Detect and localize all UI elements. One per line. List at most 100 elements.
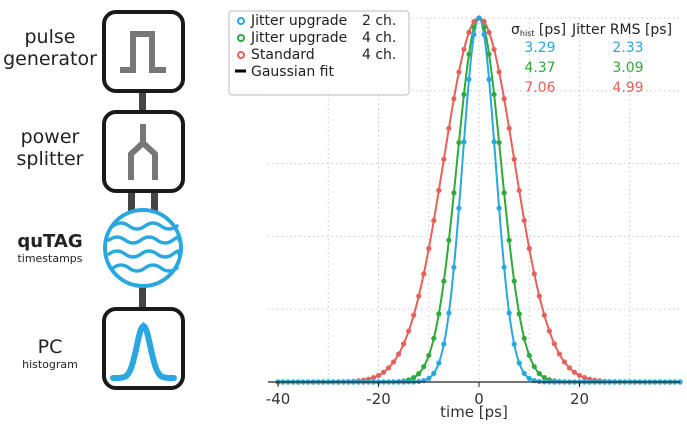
data-point bbox=[451, 264, 457, 270]
data-point bbox=[486, 29, 492, 35]
data-point bbox=[461, 91, 467, 98]
data-point bbox=[411, 375, 417, 381]
data-point bbox=[481, 31, 487, 38]
data-point bbox=[411, 312, 417, 318]
data-point bbox=[426, 375, 432, 382]
data-point bbox=[576, 372, 583, 379]
legend-fit-label: Gaussian fit bbox=[251, 64, 334, 80]
data-point bbox=[486, 76, 492, 83]
data-point bbox=[451, 96, 457, 102]
data-point bbox=[496, 69, 502, 75]
data-point bbox=[370, 375, 377, 381]
data-point bbox=[516, 360, 522, 366]
jitter-chart: -40 -20 0 20 time [ps] Jitter upgrade 2 ch.J… bbox=[228, 10, 683, 421]
data-point bbox=[391, 359, 397, 365]
data-point bbox=[406, 328, 412, 334]
data-point bbox=[501, 190, 507, 196]
x-ticks: -40 -20 0 20 bbox=[266, 382, 589, 408]
data-point bbox=[471, 19, 477, 25]
qutag-label: quTAG timestamps bbox=[17, 231, 83, 265]
data-point bbox=[581, 375, 588, 381]
data-point bbox=[526, 375, 532, 382]
data-point bbox=[546, 328, 552, 334]
waves-icon bbox=[107, 221, 182, 273]
x-axis-label: time [ps] bbox=[440, 403, 508, 421]
setup-diagram bbox=[102, 10, 185, 390]
legend-marker bbox=[237, 34, 245, 42]
legend-label: Jitter upgrade bbox=[250, 30, 347, 46]
rms-value: 4.99 bbox=[612, 80, 643, 96]
x-tick-label: -20 bbox=[366, 390, 391, 408]
data-point bbox=[426, 352, 432, 359]
data-point bbox=[441, 278, 447, 284]
data-point bbox=[375, 372, 382, 379]
data-point bbox=[481, 24, 487, 31]
pc-label: PC histogram bbox=[22, 336, 78, 371]
data-point bbox=[456, 205, 462, 211]
data-point bbox=[446, 125, 452, 131]
data-point bbox=[466, 76, 472, 83]
data-point bbox=[526, 352, 532, 359]
data-point bbox=[441, 156, 447, 162]
rms-header: Jitter RMS [ps] bbox=[571, 22, 672, 38]
data-point bbox=[481, 19, 487, 25]
data-point bbox=[446, 310, 452, 316]
sigma-header: σhist [ps] bbox=[511, 22, 566, 38]
connector-2b bbox=[151, 190, 158, 212]
data-point bbox=[436, 187, 442, 194]
data-point bbox=[421, 364, 427, 370]
data-point bbox=[436, 360, 442, 366]
data-point bbox=[491, 139, 497, 145]
data-point bbox=[521, 335, 527, 341]
data-point bbox=[521, 217, 527, 224]
power-splitter-box bbox=[102, 110, 185, 193]
legend-channels: 4 ch. bbox=[362, 47, 396, 63]
legend-label: Jitter upgrade bbox=[250, 13, 347, 29]
data-point bbox=[431, 335, 437, 341]
data-point bbox=[416, 293, 422, 299]
data-point bbox=[456, 69, 462, 75]
data-point bbox=[511, 341, 517, 347]
data-point bbox=[471, 24, 477, 31]
rms-value: 2.33 bbox=[612, 40, 643, 56]
data-point bbox=[501, 96, 507, 102]
sigma-table: σhist [ps] Jitter RMS [ps] 3.29 2.33 4.37 3… bbox=[511, 22, 672, 96]
data-point bbox=[536, 371, 542, 377]
data-point bbox=[496, 205, 502, 211]
gaussian-icon bbox=[110, 322, 177, 381]
data-point bbox=[506, 125, 512, 131]
data-point bbox=[431, 370, 437, 376]
connector-2a bbox=[128, 190, 135, 212]
legend-marker bbox=[237, 51, 245, 59]
data-point bbox=[491, 91, 497, 98]
data-point bbox=[551, 341, 557, 347]
data-point bbox=[531, 271, 537, 277]
data-point bbox=[506, 237, 512, 243]
data-point bbox=[496, 139, 502, 146]
legend-box bbox=[228, 10, 410, 96]
legend-marker bbox=[237, 17, 245, 25]
data-point bbox=[456, 139, 462, 146]
sigma-value: 7.06 bbox=[524, 80, 555, 96]
sigma-value: 4.37 bbox=[524, 60, 555, 76]
data-point bbox=[516, 187, 522, 194]
pc-box bbox=[102, 307, 185, 390]
x-tick-label: 20 bbox=[570, 390, 589, 408]
data-point bbox=[566, 365, 573, 371]
data-points bbox=[275, 15, 683, 385]
data-point bbox=[426, 245, 432, 252]
data-point bbox=[516, 311, 522, 317]
data-point bbox=[486, 51, 492, 57]
data-point bbox=[466, 51, 472, 57]
data-point bbox=[541, 375, 547, 381]
data-point bbox=[511, 278, 517, 284]
data-point bbox=[571, 369, 578, 375]
data-point bbox=[380, 369, 387, 375]
data-point bbox=[421, 271, 427, 277]
x-tick-label: -40 bbox=[266, 390, 291, 408]
data-point bbox=[506, 310, 512, 316]
data-point bbox=[531, 364, 537, 370]
qutag-circle bbox=[103, 208, 183, 288]
data-point bbox=[431, 217, 437, 224]
legend-label: Standard bbox=[251, 47, 315, 63]
